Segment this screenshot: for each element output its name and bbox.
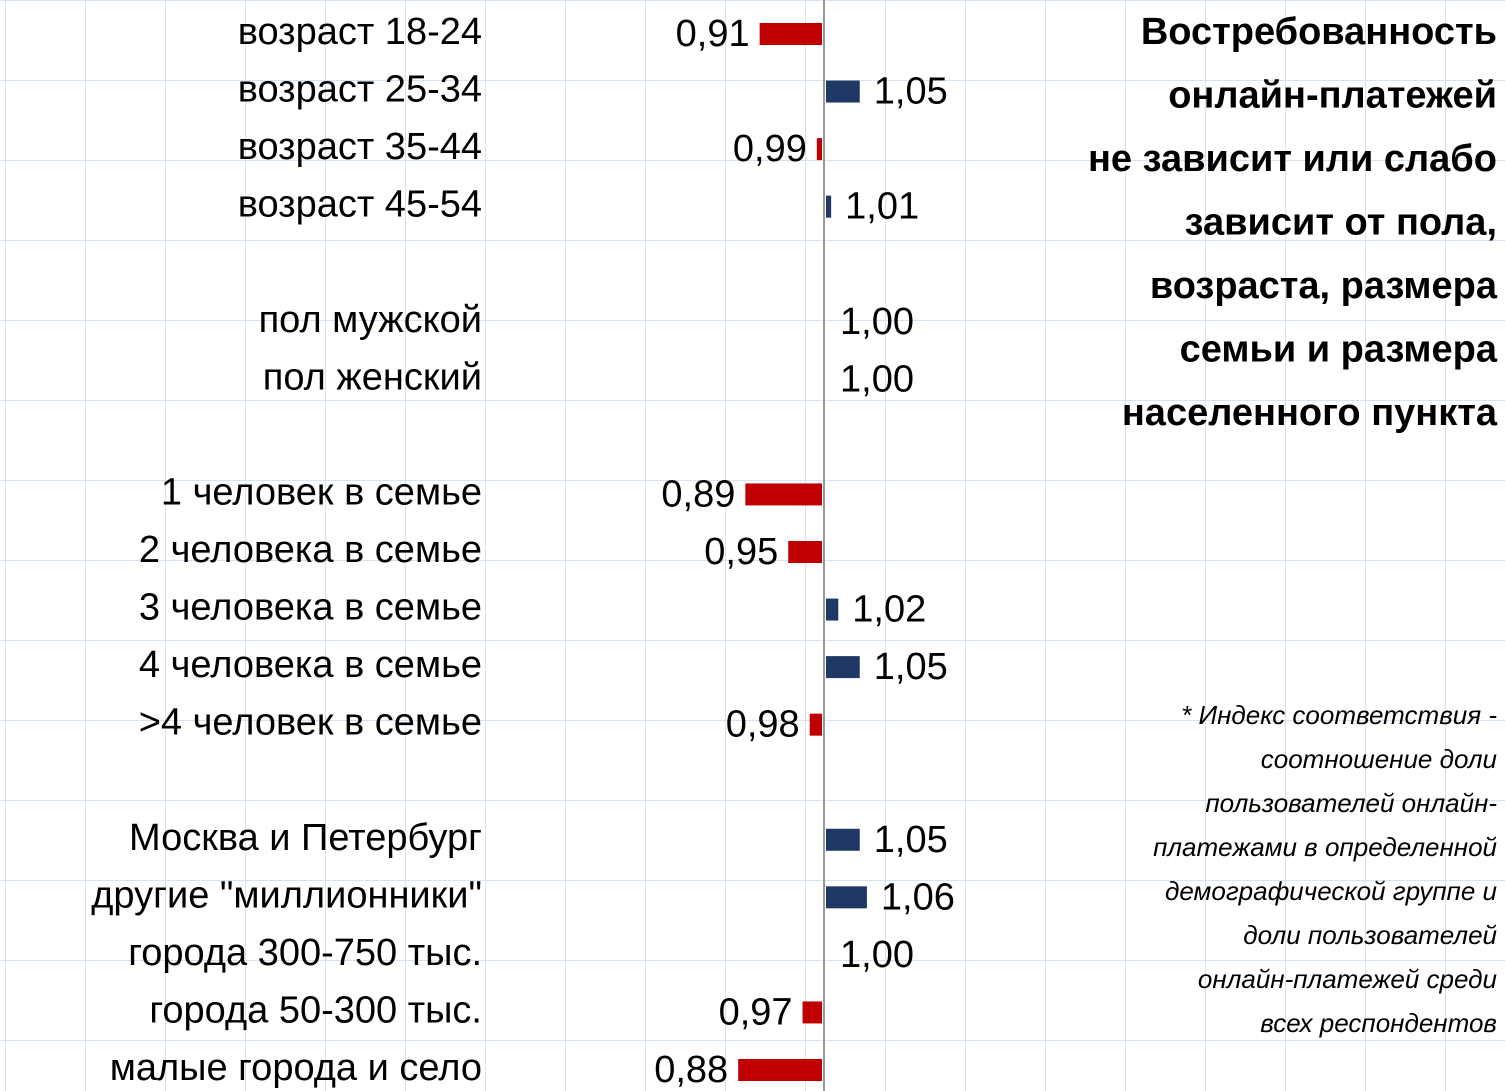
- category-label: малые города и село: [110, 1047, 482, 1089]
- bar: [826, 80, 860, 103]
- category-label: Москва и Петербург: [129, 817, 482, 859]
- title-line: населенного пункта: [1122, 392, 1498, 434]
- note-line: онлайн-платежей среди: [1198, 964, 1497, 994]
- value-label: 0,97: [719, 991, 793, 1033]
- note-line: всех респондентов: [1260, 1008, 1497, 1038]
- title-line: зависит от пола,: [1185, 202, 1497, 244]
- value-label: 1,05: [874, 819, 948, 861]
- note-line: пользователей онлайн-: [1205, 788, 1497, 818]
- bar: [826, 598, 839, 621]
- category-label: >4 человек в семье: [139, 702, 482, 744]
- note-line: доли пользователей: [1243, 920, 1497, 950]
- bar: [826, 828, 860, 851]
- bar: [802, 1001, 822, 1024]
- note-line: * Индекс соответствия -: [1181, 700, 1497, 730]
- title-line: онлайн-платежей: [1168, 75, 1497, 117]
- category-label: 2 человека в семье: [139, 529, 482, 571]
- value-label: 0,89: [661, 473, 735, 515]
- value-label: 1,00: [840, 358, 914, 400]
- category-label: пол мужской: [259, 299, 482, 341]
- bar: [826, 886, 867, 909]
- value-label: 0,91: [676, 13, 750, 55]
- category-label: возраст 45-54: [238, 184, 482, 226]
- title-line: возраста, размера: [1150, 265, 1498, 307]
- bar: [816, 138, 822, 161]
- value-label: 1,05: [874, 646, 948, 688]
- bar: [745, 483, 822, 506]
- category-label: другие "миллионники": [91, 874, 482, 916]
- value-label: 1,01: [845, 186, 919, 228]
- title-line: Востребованность: [1141, 11, 1497, 53]
- value-label: 1,05: [874, 71, 948, 113]
- value-label: 1,00: [840, 934, 914, 976]
- category-label: возраст 25-34: [238, 69, 482, 111]
- note-line: соотношение доли: [1261, 744, 1497, 774]
- title-line: не зависит или слабо: [1088, 138, 1497, 180]
- category-label: возраст 18-24: [238, 11, 482, 53]
- value-label: 1,06: [881, 876, 955, 918]
- category-label: 4 человека в семье: [139, 644, 482, 686]
- bar: [826, 195, 832, 218]
- bar: [759, 23, 822, 45]
- bar: [826, 656, 860, 679]
- bar: [788, 541, 822, 563]
- category-label: города 50-300 тыс.: [149, 989, 482, 1031]
- category-label: 1 человек в семье: [161, 471, 482, 513]
- note-line: платежами в определенной: [1153, 832, 1497, 862]
- category-label: возраст 35-44: [238, 126, 482, 168]
- value-label: 0,95: [704, 531, 778, 573]
- value-label: 1,00: [840, 301, 914, 343]
- value-label: 0,88: [654, 1049, 728, 1091]
- value-label: 1,02: [852, 589, 926, 631]
- bar: [738, 1059, 822, 1081]
- bar: [809, 713, 822, 736]
- category-label: города 300-750 тыс.: [128, 932, 482, 974]
- title-line: семьи и размера: [1180, 329, 1498, 371]
- category-label: пол женский: [263, 356, 482, 398]
- note-line: демографической группе и: [1165, 876, 1497, 906]
- value-label: 0,99: [733, 128, 807, 170]
- value-label: 0,98: [726, 704, 800, 746]
- category-label: 3 человека в семье: [139, 587, 482, 629]
